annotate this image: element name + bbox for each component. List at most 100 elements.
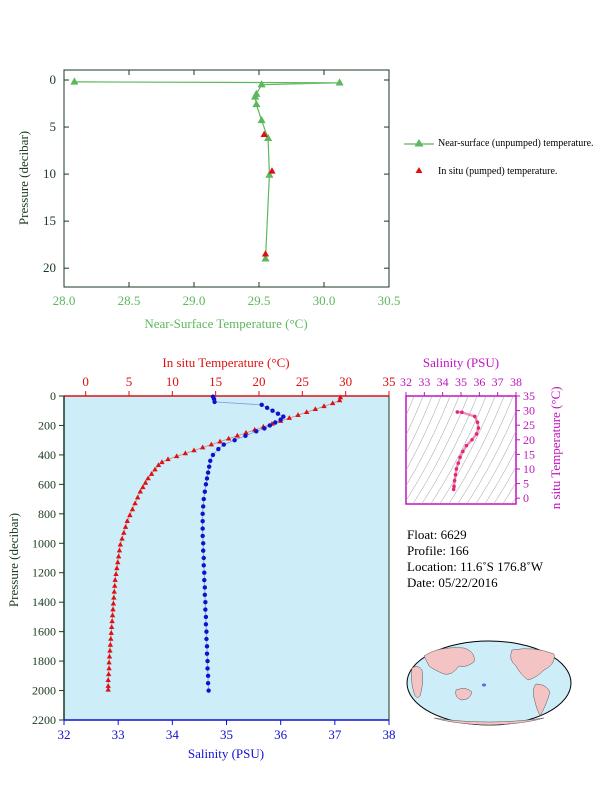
temperature-point <box>105 677 111 683</box>
main-ytick-label: 1400 <box>32 595 56 609</box>
density-contour <box>484 448 516 504</box>
salinity-point <box>270 408 275 413</box>
profile-number: Profile: 166 <box>407 543 469 558</box>
temp-tick-label: 35 <box>383 374 396 389</box>
main-ytick-label: 0 <box>50 389 56 403</box>
salinity-point <box>212 399 217 405</box>
temperature-point <box>303 409 310 414</box>
profile-chart: 0 5 10 15 20 25 30 35 32 33 34 35 36 37 38 0 200 400 600 80… <box>6 355 396 761</box>
salinity-series <box>200 394 286 693</box>
temperature-point <box>108 636 114 641</box>
sal-tick-label: 35 <box>220 727 233 742</box>
ts-point <box>461 449 465 454</box>
salinity-point <box>204 476 210 481</box>
main-plot-area <box>64 396 389 720</box>
ts-ytick-label: 15 <box>523 447 535 461</box>
land-antarctica <box>433 717 545 726</box>
temperature-point <box>132 500 138 506</box>
temperature-point <box>108 624 115 630</box>
salinity-point <box>206 688 211 693</box>
ts-point <box>460 410 464 415</box>
sal-tick-label: 34 <box>166 727 180 742</box>
temperature-point <box>106 653 113 659</box>
main-ytick-label: 1000 <box>32 536 56 550</box>
sal-tick-label: 36 <box>274 727 288 742</box>
near-surface-point <box>70 77 79 85</box>
top-xlabel: Near-Surface Temperature (°C) <box>144 316 307 331</box>
top-plot-frame <box>63 69 390 288</box>
temperature-point <box>208 441 215 447</box>
salinity-point <box>204 651 210 656</box>
land-north-america <box>510 648 555 681</box>
temperature-point <box>148 471 155 476</box>
salinity-point <box>205 470 211 475</box>
sal-tick-label: 33 <box>112 727 125 742</box>
main-ytick-label: 200 <box>38 418 56 432</box>
temperature-point <box>152 466 158 472</box>
land-australia <box>455 688 473 701</box>
top-series-group <box>70 77 344 262</box>
density-contour <box>493 466 516 504</box>
salinity-point <box>201 563 206 568</box>
salinity-point <box>206 464 212 469</box>
salinity-point <box>201 555 206 561</box>
temperature-point <box>199 444 206 450</box>
main-ytick-label: 600 <box>38 477 56 491</box>
temperature-point <box>111 594 117 600</box>
temp-tick-label: 5 <box>126 374 133 389</box>
sal-tick-label: 37 <box>328 727 342 742</box>
float-id: Float: 6629 <box>407 527 467 542</box>
salinity-point <box>201 496 206 502</box>
near-surface-line <box>74 81 340 259</box>
ts-series <box>451 410 481 492</box>
ts-top-xlabel: Salinity (PSU) <box>423 355 499 370</box>
salinity-point <box>205 666 210 671</box>
temperature-line <box>107 397 341 690</box>
land-europe-africa <box>411 666 423 698</box>
salinity-point <box>232 437 237 443</box>
legend-markers <box>404 139 434 173</box>
density-contour <box>475 430 516 504</box>
temperature-point <box>286 415 293 420</box>
salinity-point <box>200 533 205 539</box>
ts-point <box>454 467 459 471</box>
salinity-point <box>262 426 267 431</box>
salinity-point <box>259 402 264 408</box>
near-surface-temperature-chart: 28.0 28.5 29.0 29.5 30.0 30.5 0 5 10 15 20 Near-Su… <box>16 69 400 331</box>
ts-point <box>456 461 461 465</box>
temperature-point <box>225 435 232 441</box>
salinity-point <box>254 429 259 434</box>
ts-point <box>452 478 457 483</box>
salinity-point <box>200 526 205 531</box>
temperature-point <box>121 529 127 535</box>
salinity-point <box>243 433 248 438</box>
ts-ytick-label: 20 <box>523 433 535 447</box>
top-ytick-label: 10 <box>43 166 56 181</box>
density-contour <box>448 396 505 504</box>
temperature-point <box>159 459 165 465</box>
ts-line <box>452 410 480 490</box>
ts-point <box>474 432 479 436</box>
density-contour <box>406 396 442 471</box>
salinity-point <box>202 489 208 494</box>
ts-point <box>464 443 469 448</box>
profile-info: Float: 6629 Profile: 166 Location: 11.6˚… <box>407 527 543 591</box>
temperature-point <box>124 518 130 523</box>
main-ytick-label: 400 <box>38 448 56 462</box>
temperature-point <box>191 447 197 453</box>
temp-tick-label: 30 <box>339 374 352 389</box>
main-ylabel: Pressure (decibar) <box>6 513 21 607</box>
temperature-point <box>329 400 336 406</box>
ts-point <box>472 414 477 419</box>
salinity-point <box>203 482 209 487</box>
density-contour <box>457 396 514 504</box>
ts-xtick-label: 38 <box>510 375 522 389</box>
top-tick-labels: 28.0 28.5 29.0 29.5 30.0 30.5 0 5 10 15 20 <box>43 72 400 308</box>
ts-point <box>455 410 460 414</box>
ts-xtick-label: 33 <box>418 375 430 389</box>
temperature-point <box>122 524 129 529</box>
salinity-point <box>200 518 205 524</box>
temperature-point <box>119 535 125 541</box>
temperature-point <box>243 429 249 435</box>
